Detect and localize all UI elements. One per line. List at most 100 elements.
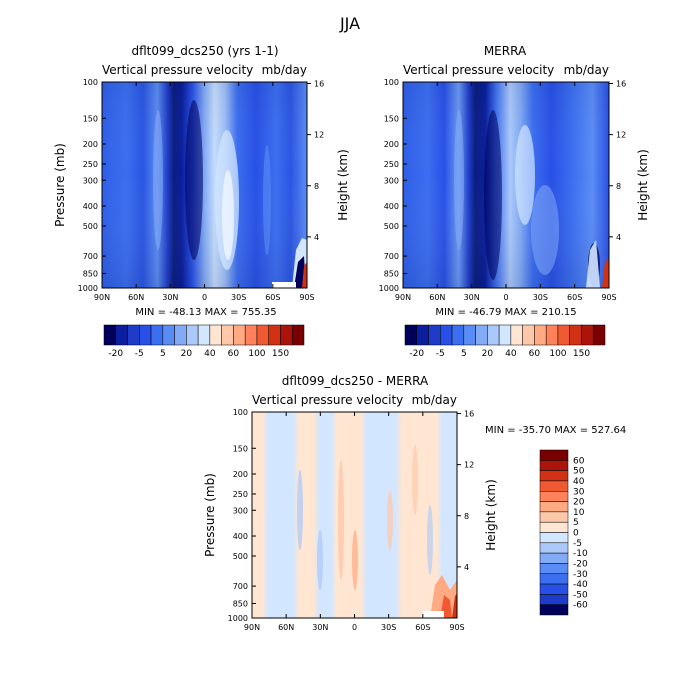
colorbar-swatch	[539, 583, 569, 595]
colorbar-swatch	[539, 542, 569, 554]
colorbar-swatch	[197, 324, 211, 346]
colorbar-swatch	[539, 449, 569, 461]
colorbar-swatch	[510, 324, 523, 346]
y-tick-label: 850	[233, 599, 248, 608]
stats-text: MIN = -35.70 MAX = 527.64	[485, 425, 626, 436]
y-right-tick-label: 8	[314, 182, 319, 191]
colorbar-swatch	[534, 324, 547, 346]
x-tick-label: 30N	[464, 293, 480, 302]
x-tick-label: 30N	[312, 623, 328, 632]
y-tick-label: 150	[83, 114, 98, 123]
y-right-tick-label: 4	[616, 233, 621, 242]
y-tick-label: 400	[233, 532, 248, 541]
colorbar-swatch	[256, 324, 269, 346]
colorbar-swatch	[115, 324, 128, 346]
colorbar-swatch	[244, 324, 258, 346]
x-tick-label: 60N	[128, 293, 144, 302]
colorbar-label: 40	[505, 349, 517, 359]
colorbar-label: 5	[573, 518, 579, 528]
y-tick-label: 250	[384, 160, 399, 169]
y-axis: 100 150 200 250 300 400 500 700 850 1000	[379, 78, 407, 293]
y-tick-label: 700	[384, 252, 399, 261]
panel-merra: MERRA Vertical pressure velocity mb/day …	[379, 44, 650, 359]
colorbar-label: 100	[248, 349, 265, 359]
y-tick-label: 850	[384, 269, 399, 278]
colorbar-label: 10	[573, 508, 585, 518]
y-tick-label: 400	[384, 202, 399, 211]
y-tick-label: 150	[384, 114, 399, 123]
colorbar-swatch	[139, 324, 152, 346]
colorbar-swatch	[545, 324, 559, 346]
colorbar-swatch	[487, 324, 500, 346]
colorbar-label: 40	[204, 349, 216, 359]
x-tick-label: 90N	[395, 293, 411, 302]
colorbar-swatch	[150, 324, 164, 346]
y-tick-label: 1000	[228, 614, 248, 623]
colorbar-label: -50	[573, 590, 588, 600]
y-tick-label: 1000	[78, 284, 98, 293]
y-axis-right: 16 12 8 4	[307, 80, 324, 242]
colorbar-swatch	[539, 563, 569, 574]
panel-difference: dflt099_dcs250 - MERRA Vertical pressure…	[203, 374, 626, 632]
y-axis-right: 16 12 8 4	[457, 410, 474, 572]
y-tick-label: 300	[83, 176, 98, 185]
x-tick-label: 0	[503, 293, 508, 302]
colorbar-label: -5	[436, 349, 445, 359]
colorbar-swatch	[539, 501, 569, 513]
colorbar-label: 60	[529, 349, 541, 359]
stats-text: MIN = -48.13 MAX = 755.35	[135, 307, 276, 318]
colorbar-swatch	[463, 324, 476, 346]
y-tick-label: 250	[233, 490, 248, 499]
y-tick-label: 200	[83, 140, 98, 149]
colorbar-label: -20	[409, 349, 424, 359]
colorbar-label: 20	[181, 349, 193, 359]
figure-title: JJA	[339, 14, 360, 33]
y-right-tick-label: 16	[314, 80, 324, 89]
heatmap-field	[403, 82, 609, 288]
x-tick-label: 60N	[278, 623, 294, 632]
colorbar-swatch	[539, 604, 569, 616]
x-tick-label: 30S	[533, 293, 548, 302]
y-tick-label: 300	[233, 506, 248, 515]
colorbar-label: -60	[573, 601, 588, 611]
x-tick-label: 60S	[567, 293, 582, 302]
colorbar-swatch	[451, 324, 465, 346]
colorbar-label: 30	[573, 487, 585, 497]
colorbar-label: -40	[573, 580, 588, 590]
y-tick-label: 700	[83, 252, 98, 261]
y-right-tick-label: 4	[314, 233, 319, 242]
colorbar-swatch	[186, 324, 199, 346]
colorbar-label: 20	[482, 349, 494, 359]
panel-right-subtitle: mb/day	[412, 393, 457, 407]
x-tick-label: 60S	[265, 293, 280, 302]
x-tick-label: 60S	[415, 623, 430, 632]
y-tick-label: 300	[384, 176, 399, 185]
colorbar-swatch	[404, 324, 418, 346]
x-tick-label: 90S	[449, 623, 464, 632]
heatmap-field	[252, 412, 457, 618]
colorbar-swatch	[539, 491, 569, 502]
colorbar-swatch	[569, 324, 582, 346]
x-tick-label: 90N	[94, 293, 110, 302]
colorbar-swatch	[428, 324, 441, 346]
colorbar-swatch	[539, 573, 569, 585]
colorbar-swatch	[592, 324, 606, 346]
colorbar-swatch	[539, 470, 569, 482]
colorbar-label: -20	[573, 559, 588, 569]
y-right-tick-label: 16	[464, 410, 474, 419]
y-tick-label: 850	[83, 269, 98, 278]
x-tick-label: 60N	[429, 293, 445, 302]
y-tick-label: 250	[83, 160, 98, 169]
y-tick-label: 1000	[379, 284, 399, 293]
colorbar-label: 60	[573, 456, 585, 466]
panel-title: dflt099_dcs250 (yrs 1-1)	[131, 44, 278, 58]
y-axis: 100 150 200 250 300 400 500 700 850 1000	[78, 78, 106, 293]
panel-title: MERRA	[484, 44, 527, 58]
panel-right-subtitle: mb/day	[262, 63, 307, 77]
colorbar-swatch	[539, 480, 569, 492]
y-right-tick-label: 12	[314, 131, 324, 140]
colorbar-label: 50	[573, 467, 585, 477]
colorbar-swatch	[539, 532, 569, 544]
colorbar-label: 5	[160, 349, 166, 359]
